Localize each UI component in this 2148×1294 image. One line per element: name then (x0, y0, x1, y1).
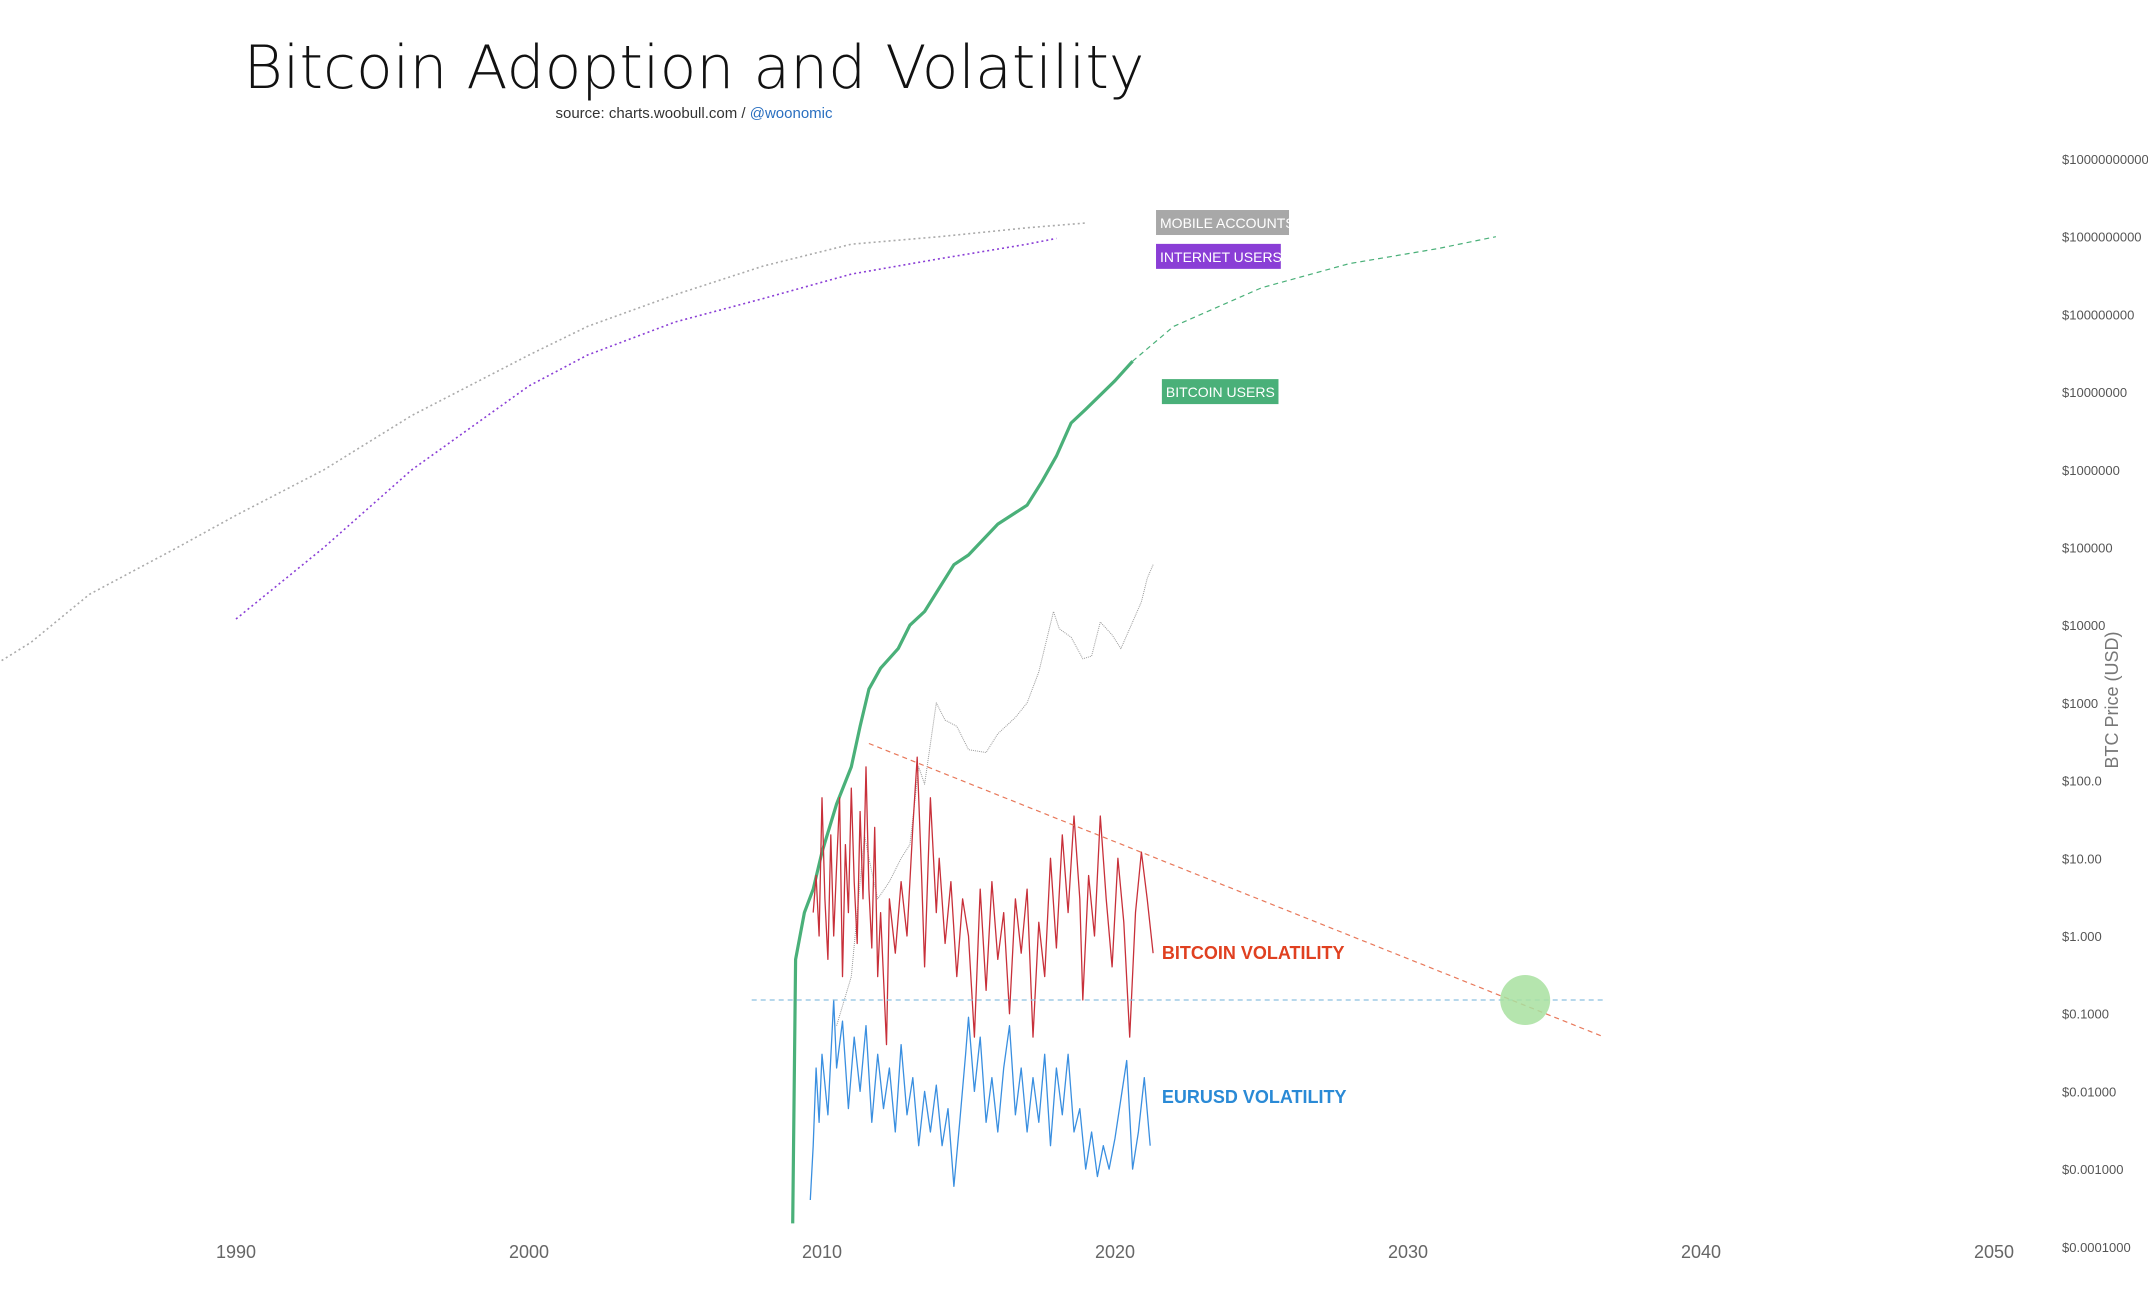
mobile-accounts-tag-label: MOBILE ACCOUNTS (1160, 215, 1295, 231)
bitcoin-volatility-line (812, 756, 1154, 1046)
x-tick-2040: 2040 (1681, 1242, 1721, 1262)
bitcoin-users-tag-label: BITCOIN USERS (1166, 384, 1275, 400)
btc-price-line (836, 564, 1154, 1026)
subtitle-source: source: charts.woobull.com / (555, 105, 749, 122)
plot-area (1, 222, 1605, 1224)
y-tick-7: $1000 (2062, 696, 2098, 711)
y-tick-11: $0.1000 (2062, 1007, 2109, 1022)
x-axis: 1990 2000 2010 2020 2030 2040 2050 (216, 1242, 2014, 1262)
y-tick-2: $100000000 (2062, 307, 2134, 322)
y-tick-12: $0.01000 (2062, 1084, 2116, 1099)
subtitle-handle[interactable]: @woonomic (750, 105, 833, 122)
chart-title: Bitcoin Adoption and Volatility (244, 33, 1145, 103)
bitcoin-volatility-label: BITCOIN VOLATILITY (1162, 943, 1345, 963)
y-tick-8: $100.0 (2062, 774, 2102, 789)
intersection-highlight (1500, 975, 1551, 1026)
y-tick-1: $1000000000 (2062, 230, 2142, 245)
y-tick-9: $10.00 (2062, 851, 2102, 866)
y-tick-13: $0.001000 (2062, 1162, 2123, 1177)
y-axis-title: BTC Price (USD) (2102, 631, 2122, 768)
internet-users-line (235, 237, 1057, 620)
y-tick-14: $0.0001000 (2062, 1240, 2131, 1255)
internet-users-tag-label: INTERNET USERS (1160, 249, 1282, 265)
y-tick-4: $1000000 (2062, 463, 2120, 478)
y-tick-0: $10000000000 (2062, 152, 2148, 167)
internet-users-tag (1156, 243, 1281, 269)
x-tick-2010: 2010 (802, 1242, 842, 1262)
eurusd-volatility-line (809, 999, 1151, 1201)
chart-subtitle: source: charts.woobull.com / @woonomic (555, 105, 833, 122)
y-tick-10: $1.000 (2062, 929, 2102, 944)
series-labels: MOBILE ACCOUNTS INTERNET USERS BITCOIN USE… (1156, 210, 1347, 1107)
y-tick-5: $100000 (2062, 541, 2113, 556)
x-tick-1990: 1990 (216, 1242, 256, 1262)
volatility-trend-line (868, 742, 1605, 1038)
mobile-accounts-line (1, 222, 1086, 662)
y-axis: $10000000000 $1000000000 $100000000 $100000… (2062, 152, 2148, 1255)
x-tick-2050: 2050 (1974, 1242, 2014, 1262)
x-tick-2020: 2020 (1095, 1242, 1135, 1262)
bitcoin-users-tag (1161, 379, 1279, 405)
y-tick-6: $10000 (2062, 618, 2105, 633)
y-tick-3: $10000000 (2062, 385, 2127, 400)
eurusd-volatility-label: EURUSD VOLATILITY (1162, 1087, 1347, 1107)
mobile-accounts-tag (1156, 210, 1290, 236)
x-tick-2000: 2000 (509, 1242, 549, 1262)
x-tick-2030: 2030 (1388, 1242, 1428, 1262)
